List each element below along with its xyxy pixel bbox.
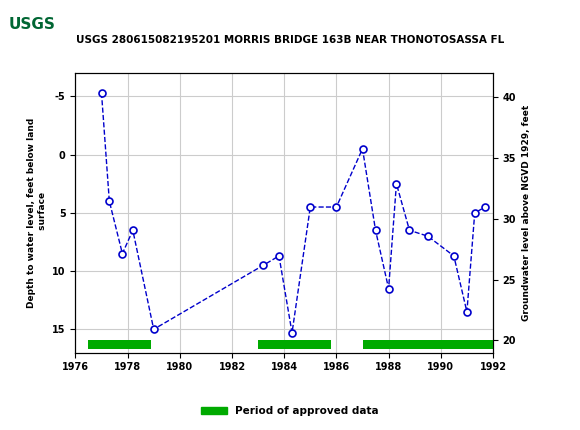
FancyBboxPatch shape — [6, 5, 87, 46]
Y-axis label: Groundwater level above NGVD 1929, feet: Groundwater level above NGVD 1929, feet — [522, 105, 531, 321]
Text: USGS 280615082195201 MORRIS BRIDGE 163B NEAR THONOTOSASSA FL: USGS 280615082195201 MORRIS BRIDGE 163B … — [76, 35, 504, 45]
Text: USGS: USGS — [9, 17, 56, 32]
Legend: Period of approved data: Period of approved data — [197, 402, 383, 421]
Bar — [88, 341, 151, 349]
Y-axis label: Depth to water level, feet below land
 surface: Depth to water level, feet below land su… — [27, 118, 46, 308]
Bar — [258, 341, 331, 349]
Bar — [362, 341, 493, 349]
